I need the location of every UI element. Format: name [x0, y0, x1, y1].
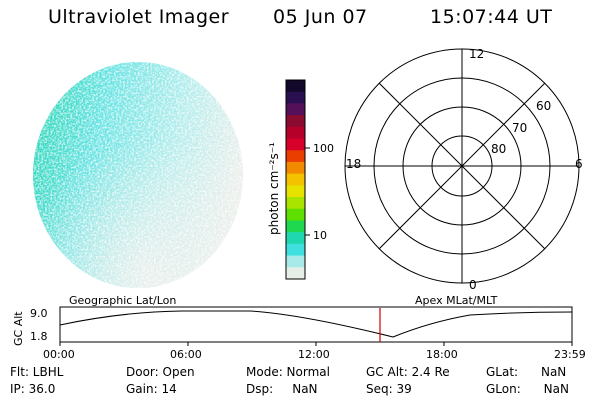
gc-alt-info: GC Alt: 2.4 Re [366, 365, 450, 379]
colorbar-cell [286, 232, 305, 245]
instrument-title: Ultraviolet Imager [48, 6, 230, 28]
ip-info: IP: 36.0 [10, 382, 56, 396]
polar-label-18: 18 [346, 157, 361, 171]
colorbar-unit-label: photon cm⁻²s⁻¹ [267, 142, 281, 235]
colorbar-cell [286, 220, 305, 233]
colorbar-cell [286, 138, 305, 151]
timeline-xtick-2359: 23:59 [554, 348, 586, 361]
timeline-xtick-1800: 18:00 [426, 348, 458, 361]
colorbar-cell [286, 161, 305, 175]
colorbar-cell [286, 255, 305, 268]
colorbar-cell [286, 185, 305, 198]
timeline-frame [59, 306, 573, 343]
colorbar-cell [286, 91, 305, 105]
timeline-left-title: Geographic Lat/Lon [69, 294, 176, 307]
polar-diagonal-2 [378, 82, 546, 250]
colorbar-cell [286, 243, 305, 257]
seq-info: Seq: 39 [366, 382, 412, 396]
colorbar-cell [286, 115, 305, 128]
timeline-xtick-1200: 12:00 [298, 348, 330, 361]
date-label: 05 Jun 07 [273, 6, 368, 28]
filter-info: Flt: LBHL [10, 365, 64, 379]
polar-label-0: 0 [469, 278, 477, 292]
colorbar-cell [286, 150, 305, 163]
colorbar-tick-10: 10 [313, 229, 327, 242]
mode-info: Mode: Normal [246, 365, 330, 379]
timeline-right-title: Apex MLat/MLT [415, 294, 498, 307]
colorbar-cell [286, 126, 305, 140]
polar-lat-80: 80 [491, 142, 506, 156]
colorbar-cell [286, 80, 305, 93]
door-info: Door: Open [126, 365, 195, 379]
colorbar-cell [286, 208, 305, 222]
glat-info: GLat: NaN [486, 365, 567, 379]
colorbar-cell [286, 103, 305, 116]
timeline-xtick-0000: 00:00 [43, 348, 75, 361]
colorbar-cell [286, 197, 305, 210]
time-label: 15:07:44 UT [430, 6, 553, 28]
polar-label-6: 6 [575, 157, 583, 171]
timeline-axis-label: GC Alt [12, 311, 25, 346]
altitude-curve [59, 310, 573, 338]
timeline-xtick-0600: 06:00 [170, 348, 202, 361]
colorbar-cell [286, 267, 305, 280]
earth-disk [33, 62, 243, 288]
dsp-info: Dsp: NaN [246, 382, 318, 396]
timeline-ytick-1-8: 1.8 [30, 330, 48, 343]
polar-label-12: 12 [469, 47, 484, 61]
polar-lat-70: 70 [512, 121, 527, 135]
polar-lat-60: 60 [536, 99, 551, 113]
colorbar-tick-100: 100 [313, 142, 334, 155]
colorbar-cell [286, 173, 305, 186]
colorbar-scale [286, 80, 305, 280]
glon-info: GLon: NaN [486, 382, 569, 396]
gain-info: Gain: 14 [126, 382, 177, 396]
timeline-ytick-9: 9.0 [30, 307, 48, 320]
